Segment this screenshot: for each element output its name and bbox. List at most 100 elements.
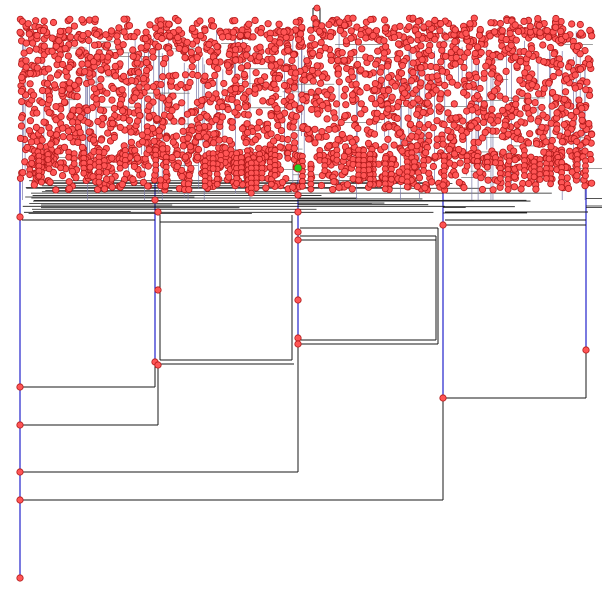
tree-node: [317, 181, 326, 190]
tree-node: [65, 153, 73, 161]
tree-node: [251, 85, 259, 93]
tree-node: [308, 105, 316, 114]
tree-node: [116, 48, 124, 56]
tree-node: [262, 184, 270, 192]
tree-node: [49, 18, 58, 27]
tree-node: [249, 33, 257, 41]
tree-node: [573, 42, 582, 51]
tree-node: [70, 160, 78, 168]
spine-node[interactable]: [154, 361, 162, 369]
tree-node: [318, 128, 326, 136]
spine-node[interactable]: [16, 574, 24, 582]
tree-node: [292, 112, 300, 121]
tree-node: [524, 139, 533, 147]
tree-node: [90, 58, 98, 66]
tree-node: [538, 123, 546, 131]
tree-node: [349, 14, 357, 22]
tree-node: [202, 140, 210, 148]
tree-node: [39, 26, 48, 35]
tree-node: [444, 126, 452, 135]
tree-node: [456, 159, 464, 167]
spine-node[interactable]: [294, 334, 302, 342]
tree-node: [256, 43, 264, 51]
tree-node: [158, 94, 166, 102]
tree-node: [390, 141, 398, 149]
tree-node: [552, 93, 560, 102]
tree-node: [532, 185, 540, 193]
spine-node[interactable]: [16, 421, 24, 429]
tree-node: [432, 63, 440, 72]
tree-node: [374, 47, 382, 55]
selected-node[interactable]: [293, 163, 303, 173]
spine-node[interactable]: [294, 191, 302, 199]
tree-node: [67, 112, 75, 120]
tree-node: [94, 186, 102, 194]
tree-node: [53, 71, 62, 79]
spine-node[interactable]: [294, 340, 302, 348]
tree-node: [86, 163, 94, 171]
spine-node[interactable]: [16, 213, 24, 221]
tree-node: [107, 27, 116, 35]
tree-node: [524, 97, 533, 105]
tree-node: [161, 182, 170, 190]
tree-node: [482, 62, 490, 70]
tree-node: [424, 83, 432, 91]
spine-node[interactable]: [16, 468, 24, 476]
tree-node: [181, 53, 189, 62]
tree-node: [258, 174, 266, 182]
spine-node[interactable]: [294, 208, 302, 216]
tree-node: [475, 31, 484, 39]
tree-node: [231, 16, 239, 25]
tree-node: [369, 31, 377, 40]
tree-node: [292, 69, 300, 77]
tree-node: [440, 120, 448, 129]
tree-node: [423, 99, 432, 107]
tree-node: [141, 35, 150, 43]
tree-node: [287, 93, 295, 101]
tree-node: [145, 112, 153, 121]
tree-node: [68, 167, 76, 175]
tree-node: [401, 139, 409, 147]
tree-node: [496, 53, 504, 61]
tree-node: [347, 50, 355, 58]
spine-node[interactable]: [16, 496, 24, 504]
tree-node: [419, 108, 427, 117]
tree-node: [228, 118, 236, 126]
spine-node[interactable]: [439, 181, 447, 189]
tree-node: [381, 43, 390, 51]
tree-node: [116, 164, 124, 172]
spine-node[interactable]: [294, 296, 302, 304]
tree-node: [282, 64, 290, 73]
spine-node[interactable]: [294, 228, 302, 236]
spine-node[interactable]: [154, 286, 162, 294]
spine-node[interactable]: [16, 383, 24, 391]
spine-node[interactable]: [151, 196, 159, 204]
spine-node[interactable]: [294, 236, 302, 244]
tree-node: [18, 114, 26, 122]
tree-node: [43, 80, 52, 88]
tree-node: [489, 51, 497, 60]
tree-node: [78, 143, 87, 151]
tree-node: [284, 154, 292, 162]
spine-node[interactable]: [439, 221, 447, 229]
tree-node: [66, 33, 75, 41]
tree-node: [535, 21, 543, 30]
tree-node: [544, 33, 553, 41]
spine-node[interactable]: [582, 346, 590, 354]
tree-node: [536, 28, 544, 37]
tree-node: [526, 130, 534, 138]
tree-node: [194, 145, 203, 154]
tree-node: [308, 34, 316, 42]
tree-node: [33, 31, 41, 40]
tree-node: [127, 128, 135, 136]
tree-node: [517, 185, 525, 193]
spine-node[interactable]: [154, 208, 162, 216]
spine-node[interactable]: [439, 394, 447, 402]
tree-node: [557, 61, 565, 69]
tree-node: [572, 108, 581, 116]
tree-node: [194, 46, 202, 54]
tree-node: [274, 74, 283, 83]
tree-node: [45, 109, 53, 117]
tree-node: [383, 62, 392, 70]
